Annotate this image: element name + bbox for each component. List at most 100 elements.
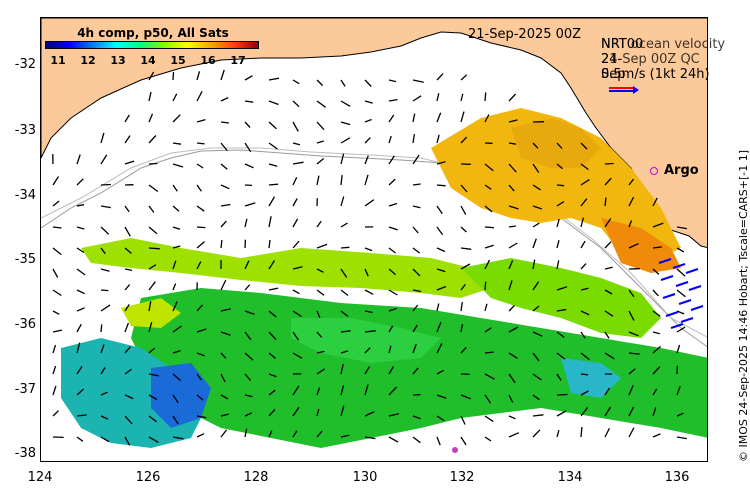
x-tick-label: 126	[135, 470, 161, 485]
colorbar-tick: 16	[200, 54, 216, 67]
velocity-arrow	[292, 266, 303, 270]
velocity-arrow	[388, 202, 398, 207]
velocity-arrow	[316, 350, 325, 354]
velocity-arrow	[388, 366, 394, 375]
velocity-arrow	[556, 430, 560, 438]
velocity-arrow	[52, 226, 62, 229]
velocity-arrow	[124, 304, 130, 312]
velocity-arrow	[580, 163, 589, 171]
velocity-arrow	[244, 352, 254, 361]
velocity-arrow	[220, 203, 231, 207]
qc-velocity-arrow	[660, 275, 674, 281]
velocity-arrow	[436, 73, 444, 81]
velocity-arrow	[628, 243, 639, 249]
velocity-arrow	[580, 142, 588, 150]
velocity-arrow	[580, 217, 585, 228]
velocity-arrow	[292, 177, 298, 186]
velocity-arrow	[292, 121, 299, 132]
colorbar-title: 4h comp, p50, All Sats	[77, 26, 229, 40]
velocity-arrow	[556, 163, 564, 170]
velocity-arrow	[508, 432, 520, 438]
velocity-arrow	[268, 239, 271, 249]
velocity-arrow	[340, 310, 349, 317]
velocity-arrow	[628, 220, 633, 228]
velocity-arrow	[628, 352, 640, 355]
velocity-arrow	[244, 394, 253, 398]
y-tick-label: -35	[14, 252, 36, 267]
x-tick-label: 124	[27, 470, 53, 485]
velocity-arrow	[196, 373, 202, 381]
isobath-line-2	[41, 147, 707, 338]
velocity-arrow	[580, 287, 589, 291]
x-tick-label: 132	[449, 470, 475, 485]
velocity-arrow	[340, 79, 346, 87]
qc-velocity-arrow	[670, 323, 684, 329]
velocity-arrow	[412, 134, 416, 144]
qc-velocity-arrow	[665, 311, 679, 317]
velocity-arrow	[460, 302, 463, 312]
isobath-line	[41, 149, 707, 348]
velocity-arrow	[268, 430, 273, 438]
argo-float-marker[interactable]	[452, 447, 458, 453]
velocity-arrow	[556, 240, 560, 249]
map-canvas	[41, 18, 707, 448]
velocity-arrow	[172, 71, 175, 81]
velocity-arrow	[508, 260, 514, 270]
velocity-arrow	[316, 175, 320, 186]
argo-label: Argo	[664, 163, 699, 178]
velocity-arrow	[292, 142, 301, 146]
velocity-arrow	[484, 226, 494, 229]
legend-subtitle: 21-Sep 00Z QC	[601, 52, 700, 67]
velocity-arrow	[76, 365, 83, 375]
velocity-arrow	[484, 205, 493, 213]
velocity-arrow	[76, 226, 85, 230]
velocity-arrow	[172, 93, 178, 102]
velocity-arrow	[124, 436, 131, 446]
argo-float-marker[interactable]	[650, 167, 658, 175]
velocity-arrow	[268, 352, 277, 359]
velocity-arrow	[196, 394, 204, 401]
velocity-arrow	[532, 259, 536, 270]
velocity-arrow	[412, 79, 424, 83]
velocity-arrow	[484, 436, 492, 442]
velocity-arrow	[460, 184, 468, 193]
velocity-arrow	[364, 411, 375, 417]
velocity-arrow	[52, 410, 59, 417]
map-panel[interactable]	[40, 17, 708, 462]
map-date: 21-Sep-2025 00Z	[468, 27, 582, 42]
velocity-arrow	[340, 434, 350, 438]
velocity-arrow	[268, 389, 276, 396]
velocity-arrow	[76, 204, 85, 207]
velocity-arrow	[76, 178, 84, 186]
velocity-arrow	[604, 266, 613, 270]
velocity-arrow	[460, 436, 467, 446]
velocity-arrow	[436, 247, 446, 253]
velocity-arrow	[124, 346, 131, 354]
velocity-arrow	[316, 243, 328, 249]
velocity-arrow	[148, 135, 157, 144]
velocity-arrow	[436, 394, 447, 399]
velocity-arrow	[412, 324, 418, 333]
velocity-arrow	[148, 71, 155, 81]
velocity-arrow	[172, 184, 178, 192]
x-tick-label: 130	[352, 470, 378, 485]
velocity-arrow	[508, 142, 517, 145]
velocity-arrow	[604, 177, 612, 186]
velocity-arrow	[268, 287, 279, 291]
velocity-arrow	[76, 247, 85, 254]
velocity-arrow	[388, 226, 398, 231]
velocity-arrow	[244, 428, 248, 438]
velocity-arrow	[364, 155, 369, 165]
velocity-arrow	[340, 350, 349, 354]
velocity-arrow	[652, 331, 660, 335]
velocity-arrow	[220, 163, 228, 170]
qc-velocity-arrow	[685, 268, 699, 274]
velocity-arrow	[460, 226, 467, 233]
velocity-arrow	[412, 415, 421, 420]
velocity-arrow	[100, 268, 110, 272]
legend-overlap-2: 24-Sep	[601, 52, 626, 82]
velocity-arrow	[244, 331, 252, 341]
velocity-arrow	[532, 184, 541, 191]
velocity-arrow	[316, 387, 321, 396]
velocity-arrow	[268, 77, 280, 81]
